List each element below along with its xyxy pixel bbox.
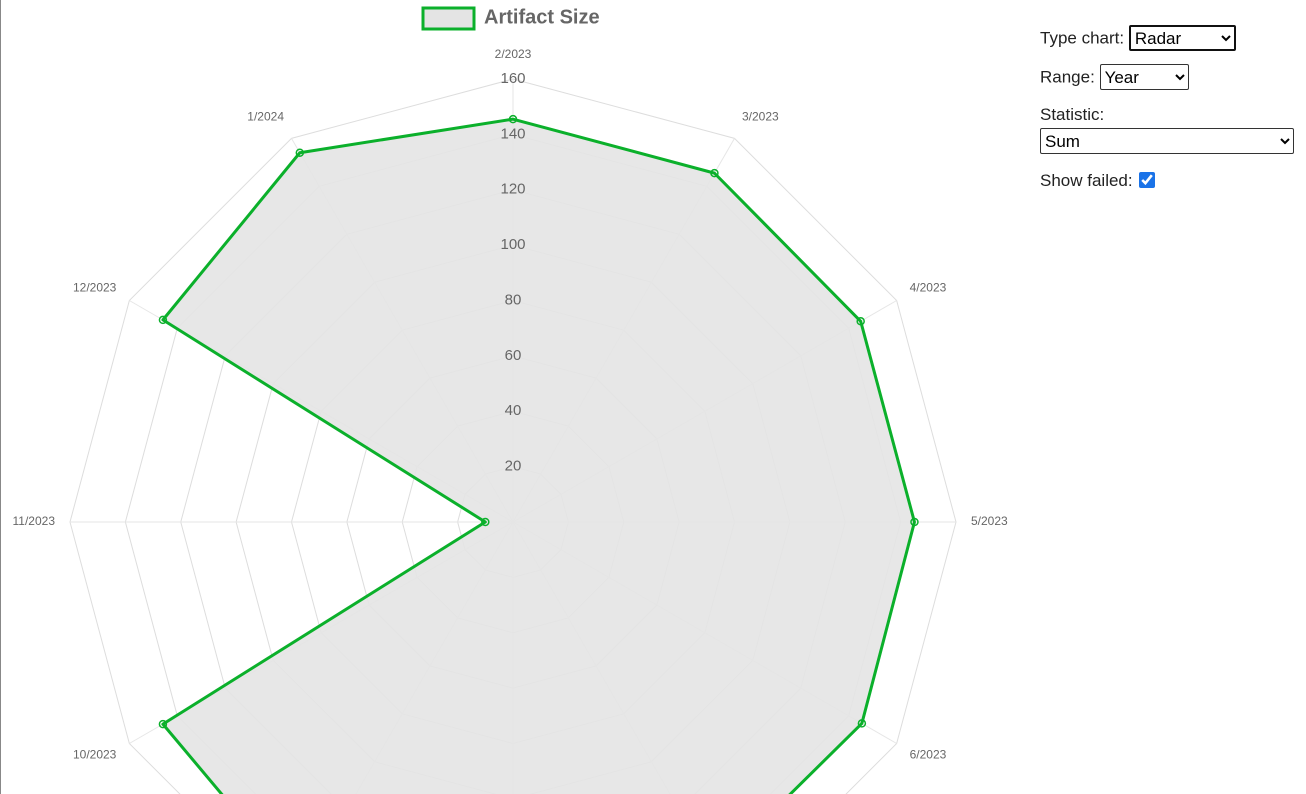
radar-point (856, 317, 865, 326)
category-label: 4/2023 (910, 281, 947, 295)
type-chart-select[interactable]: Radar (1128, 25, 1236, 51)
category-label: 1/2024 (247, 110, 284, 124)
statistic-select[interactable]: Sum (1040, 128, 1294, 154)
radar-point (481, 517, 490, 527)
radar-point (158, 315, 168, 325)
radar-point (710, 168, 719, 178)
category-label: 5/2023 (971, 514, 1008, 528)
r-tick-label: 40 (505, 402, 522, 419)
category-label: 6/2023 (910, 748, 947, 762)
type-chart-control: Type chart: Radar (1040, 25, 1236, 51)
type-chart-label: Type chart: (1040, 28, 1125, 48)
chart: 20 40 60 80 100 120 140 160 2/2023 3/2023 4/2023 5/… (13, 6, 1008, 794)
show-failed-control: Show failed: (1040, 171, 1155, 191)
legend-label: Artifact Size (484, 6, 600, 28)
r-tick-label: 160 (500, 70, 525, 87)
r-tick-label: 100 (500, 236, 525, 253)
r-tick-label: 20 (505, 458, 522, 475)
radar-point (857, 719, 867, 728)
radar-point (158, 719, 168, 729)
range-select[interactable]: Year (1099, 64, 1189, 90)
r-tick-label: 60 (505, 347, 522, 364)
radar-point (295, 148, 305, 157)
show-failed-label: Show failed: (1040, 171, 1133, 190)
radar-area (161, 117, 916, 794)
range-label: Range: (1040, 67, 1095, 87)
r-tick-label: 80 (505, 291, 522, 308)
r-tick-label: 140 (500, 125, 525, 142)
radar-point (910, 517, 919, 527)
legend-swatch (421, 6, 476, 31)
statistic-control: Statistic: Sum (1040, 105, 1294, 154)
category-label: 2/2023 (495, 47, 532, 61)
category-label: 12/2023 (73, 281, 117, 295)
category-label: 3/2023 (742, 110, 779, 124)
r-tick-label: 120 (500, 181, 525, 198)
statistic-label: Statistic: (1040, 105, 1105, 124)
show-failed-checkbox[interactable] (1138, 172, 1155, 188)
radar-point (508, 114, 518, 124)
category-label: 10/2023 (73, 748, 117, 762)
range-control: Range: Year (1040, 64, 1189, 90)
category-label: 11/2023 (13, 514, 56, 528)
